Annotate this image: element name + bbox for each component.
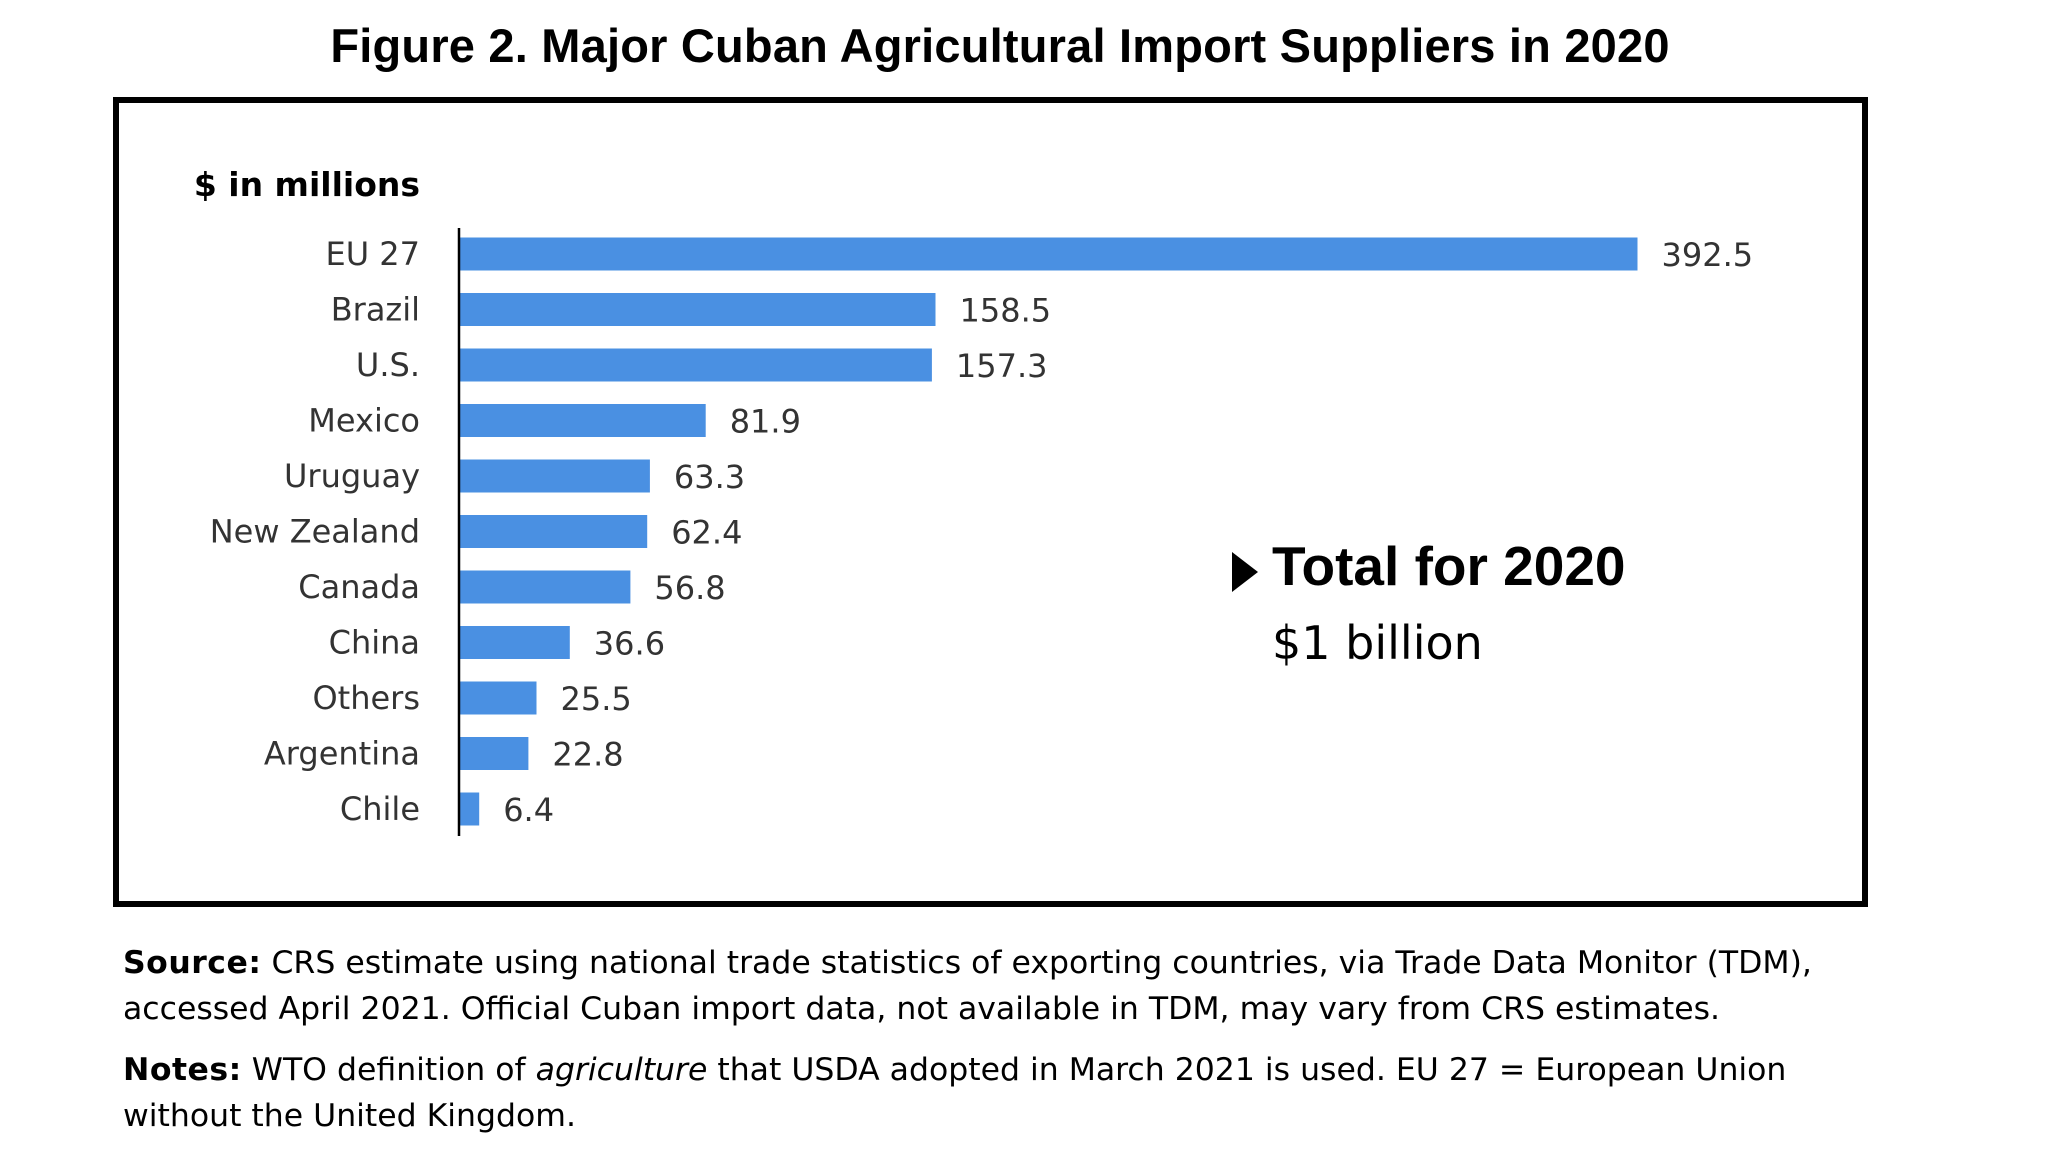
notes-label: Notes: [123,1052,242,1088]
bar [460,237,1638,271]
category-label: Chile [340,790,420,828]
source-text: CRS estimate using national trade statis… [123,945,1812,1027]
category-label: Others [312,679,420,717]
category-label: Canada [298,568,420,606]
chart-frame [113,97,1868,907]
bar [460,681,537,715]
category-label: New Zealand [210,513,420,551]
unit-label: $ in millions [194,165,420,204]
data-label: 63.3 [674,458,745,496]
category-label: Uruguay [284,457,420,495]
category-label: Mexico [308,402,420,440]
data-label: 392.5 [1662,236,1754,274]
bar [460,348,932,382]
notes-italic-term: agriculture [535,1052,708,1088]
bar [460,515,648,548]
source-label: Source: [123,945,262,981]
bar [460,404,706,437]
notes-text-end: that USDA adopted in March 2021 is used.… [123,1052,1787,1134]
bar [460,570,631,604]
data-label: 81.9 [730,403,801,441]
data-label: 36.6 [594,625,665,663]
bar [460,737,529,770]
bars-layer: EU 27 392.5 Brazil 158.5 U.S. 157.3 Mexico 81.9… [210,235,1753,829]
data-label: 22.8 [552,736,623,774]
notes-text-start: WTO definition of [251,1052,526,1088]
category-label: Brazil [331,291,420,329]
category-label: EU 27 [325,235,420,273]
data-label: 25.5 [561,680,632,718]
bar [460,293,936,326]
data-label: 62.4 [671,514,742,552]
bar [460,792,480,826]
total-value: $1 billion [1272,616,1483,670]
category-label: China [329,624,420,662]
data-label: 158.5 [960,292,1052,330]
figure-title: Figure 2. Major Cuban Agricultural Impor… [330,19,1670,72]
notes-note: Notes: WTO definition of agriculture tha… [123,1047,1903,1139]
total-heading: Total for 2020 [1272,535,1626,597]
source-note: Source: CRS estimate using national trad… [123,940,1903,1032]
data-label: 6.4 [503,791,554,829]
play-arrow-icon [1232,552,1258,592]
category-label: U.S. [356,346,420,384]
category-label: Argentina [264,735,420,773]
bar [460,459,650,493]
data-label: 157.3 [956,347,1048,385]
bar [460,626,570,659]
data-label: 56.8 [654,569,725,607]
